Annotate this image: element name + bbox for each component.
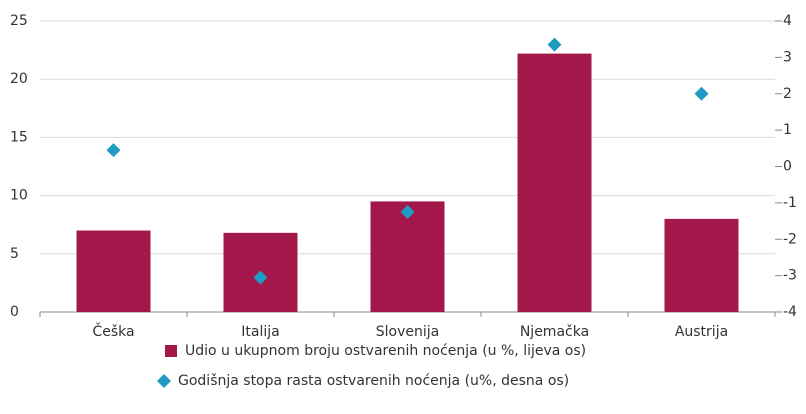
y2-tick-label: 2 [783,86,792,102]
legend-swatch [157,374,171,388]
y-tick-label: 25 [10,13,28,29]
y-tick-label: 20 [10,71,28,87]
diamond-marker [547,37,562,52]
y-tick-label: 0 [10,304,19,320]
legend-label: Godišnja stopa rasta ostvarenih noćenja … [178,373,569,389]
y2-tick-label: 4 [783,13,792,29]
y-tick-label: 15 [10,129,28,145]
y2-tick-label: -3 [783,268,797,284]
bar [664,218,739,312]
y2-tick-label: -4 [783,304,797,320]
legend-swatch [165,345,177,357]
diamond-marker [106,143,121,158]
diamond-marker [400,204,415,219]
bar [517,53,592,312]
y2-tick-label: -1 [783,195,797,211]
y-tick-label: 10 [10,188,28,204]
y2-tick-label: 1 [783,122,792,138]
bar [76,230,151,312]
x-tick-label: Slovenija [376,324,439,340]
legend-label: Udio u ukupnom broju ostvarenih noćenja … [185,343,586,359]
bar [370,201,445,312]
x-tick-label: Austrija [675,324,728,340]
y-tick-label: 5 [10,246,19,262]
y2-tick-label: 0 [783,159,792,175]
diamond-marker [253,270,268,285]
x-tick-label: Njemačka [520,324,589,340]
diamond-marker [694,86,709,101]
x-tick-label: Češka [92,322,134,340]
x-tick-label: Italija [241,324,279,340]
y2-tick-label: -2 [783,231,797,247]
y2-tick-label: 3 [783,49,792,65]
